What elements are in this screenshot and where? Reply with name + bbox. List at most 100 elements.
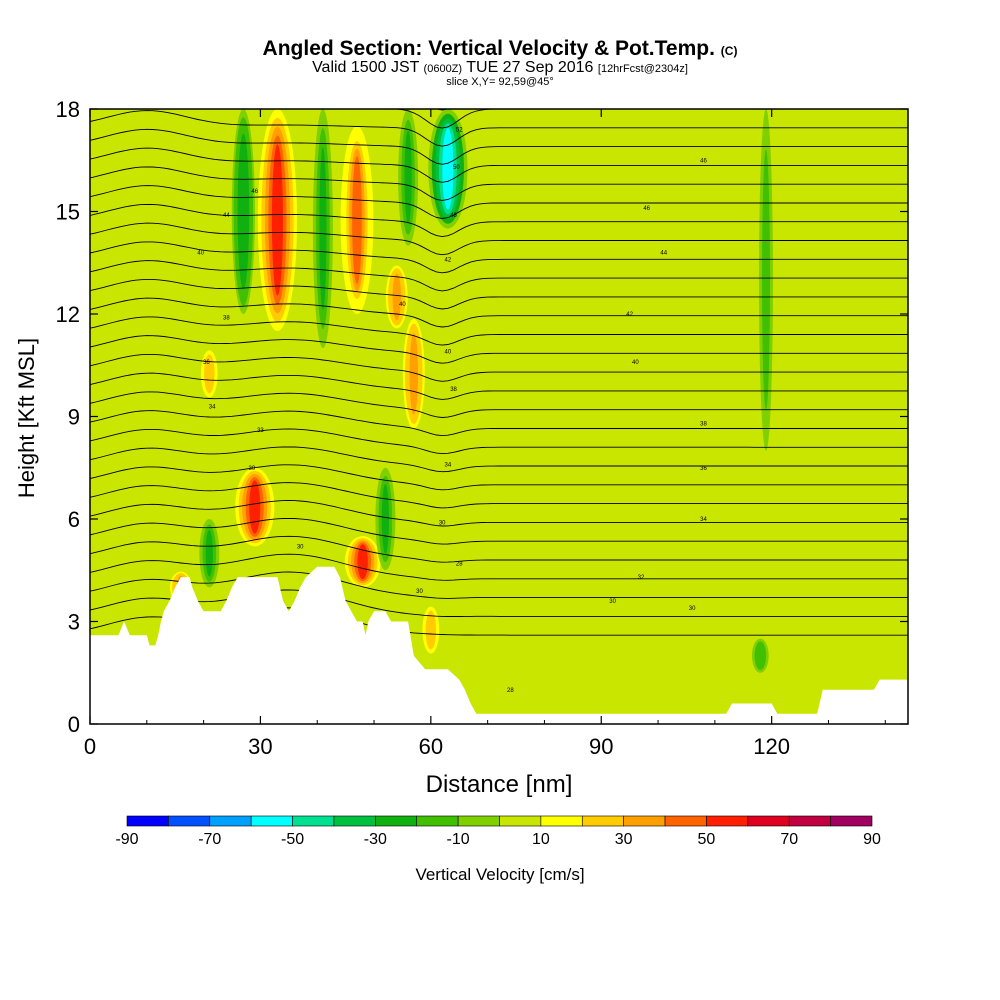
x-tick-label: 90 [589, 734, 613, 759]
isentrope-label: 30 [297, 544, 304, 550]
chart-title: Angled Section: Vertical Velocity & Pot.… [0, 38, 1000, 59]
colorbar-swatch [499, 815, 542, 827]
y-tick-label: 18 [56, 97, 80, 122]
isentrope-label: 44 [223, 213, 230, 219]
colorbar-swatch [457, 815, 500, 827]
isentrope-line [90, 589, 908, 617]
isentrope-label: 40 [399, 302, 406, 308]
downdraft-contour-band [205, 529, 213, 577]
isentrope-label: 33 [257, 428, 264, 434]
updraft-0 [257, 109, 298, 332]
colorbar-swatch [540, 815, 583, 827]
y-tick-label: 0 [68, 712, 80, 737]
updraft-2 [344, 536, 381, 588]
updraft-5 [383, 262, 410, 332]
isentrope-line [90, 464, 908, 491]
x-axis-label: Distance [nm] [426, 771, 573, 798]
colorbar-tick-label: -50 [281, 831, 304, 848]
updraft-4 [400, 314, 427, 434]
downdraft-contour-band [239, 141, 248, 282]
isentrope-label: 28 [507, 688, 514, 694]
downdraft-6 [751, 638, 769, 673]
isentrope-label: 30 [439, 520, 446, 526]
colorbar-swatch [706, 815, 749, 827]
updraft-7 [199, 348, 220, 400]
downdraft-contour-band [319, 147, 327, 310]
x-tick-label: 120 [753, 734, 790, 759]
updraft-1 [235, 467, 275, 547]
colorbar-tick-label: 30 [615, 831, 633, 848]
isentrope-line [90, 482, 908, 509]
colorbar-tick-label: 50 [698, 831, 716, 848]
colorbar-swatch [830, 815, 873, 827]
isentrope-label: 40 [445, 350, 452, 356]
terrain [90, 566, 908, 724]
downdraft-contour-band [442, 128, 454, 210]
colorbar-swatch [333, 815, 376, 827]
isentrope-label: 30 [416, 589, 423, 595]
downdraft-contour-band [757, 644, 764, 668]
colorbar-swatch [168, 815, 211, 827]
isentrope-label: 46 [251, 189, 258, 195]
isentrope-label: 36 [700, 466, 707, 472]
isentrope-label: 30 [689, 606, 696, 612]
isentrope-line [90, 372, 908, 400]
valid-time: Valid 1500 JST [312, 59, 420, 76]
updraft-contour-band [392, 273, 401, 321]
isentrope-label: 34 [700, 517, 707, 523]
downdraft-contour-band [762, 163, 769, 396]
isentrope-line [90, 535, 908, 563]
isentrope-line [90, 335, 908, 364]
isentrope-line [90, 316, 908, 346]
colorbar-swatch [292, 815, 335, 827]
colorbar-swatch [623, 815, 666, 827]
isentrope-line [90, 500, 908, 527]
isentrope-line [90, 260, 908, 292]
colorbar-tick-label: 10 [532, 831, 550, 848]
isentrope-line [90, 571, 908, 599]
colorbar-tick-label: -70 [198, 831, 221, 848]
updraft-6 [420, 604, 441, 656]
isentrope-label: 38 [223, 315, 230, 321]
x-tick-label: 0 [84, 734, 96, 759]
x-tick-label: 60 [419, 734, 443, 759]
colorbar-tick-label: -90 [115, 831, 138, 848]
colorbar-swatch [788, 815, 831, 827]
y-tick-label: 12 [56, 302, 80, 327]
colorbar-tick-label: 70 [780, 831, 798, 848]
downdraft-7 [758, 109, 773, 451]
y-tick-label: 6 [68, 507, 80, 532]
isentrope-label: 42 [626, 312, 633, 318]
valid-utc: (0600Z) [423, 63, 463, 75]
isentrope-label: 48 [450, 213, 457, 219]
isentrope-line [90, 446, 908, 473]
y-axis-label: Height [Kft MSL] [14, 338, 39, 498]
isentrope-line [90, 428, 908, 455]
isentrope-line [90, 278, 908, 310]
isentrope-contours [90, 109, 908, 636]
isentrope-labels: 52 50 46 46 44 48 46 40 42 44 40 38 42 40 36 40 38 34 33 38… [197, 128, 707, 694]
isentrope-label: 40 [632, 360, 639, 366]
forecast-info: [12hrFcst@2304z] [597, 63, 688, 75]
valid-date: TUE 27 Sep 2016 [466, 59, 594, 76]
isentrope-line [90, 166, 908, 201]
isentrope-label: 42 [445, 257, 452, 263]
isentrope-line [90, 297, 908, 328]
x-tick-label: 30 [248, 734, 272, 759]
colorbar-tick-label: 90 [863, 831, 881, 848]
colorbar-swatch [209, 815, 252, 827]
isentrope-label: 30 [609, 599, 616, 605]
isentrope-label: 46 [700, 158, 707, 164]
isentrope-label: 44 [660, 251, 667, 257]
isentrope-line [90, 222, 908, 256]
updraft-contour-band [352, 156, 362, 284]
isentrope-label: 46 [643, 206, 650, 212]
chart-title-text: Angled Section: Vertical Velocity & Pot.… [262, 37, 715, 60]
colorbar-tick-label: -10 [447, 831, 470, 848]
isentrope-label: 30 [249, 466, 256, 472]
colorbar-swatch [664, 815, 707, 827]
colorbar-swatch [375, 815, 418, 827]
colorbar-tick-label: -30 [364, 831, 387, 848]
y-tick-label: 3 [68, 610, 80, 635]
